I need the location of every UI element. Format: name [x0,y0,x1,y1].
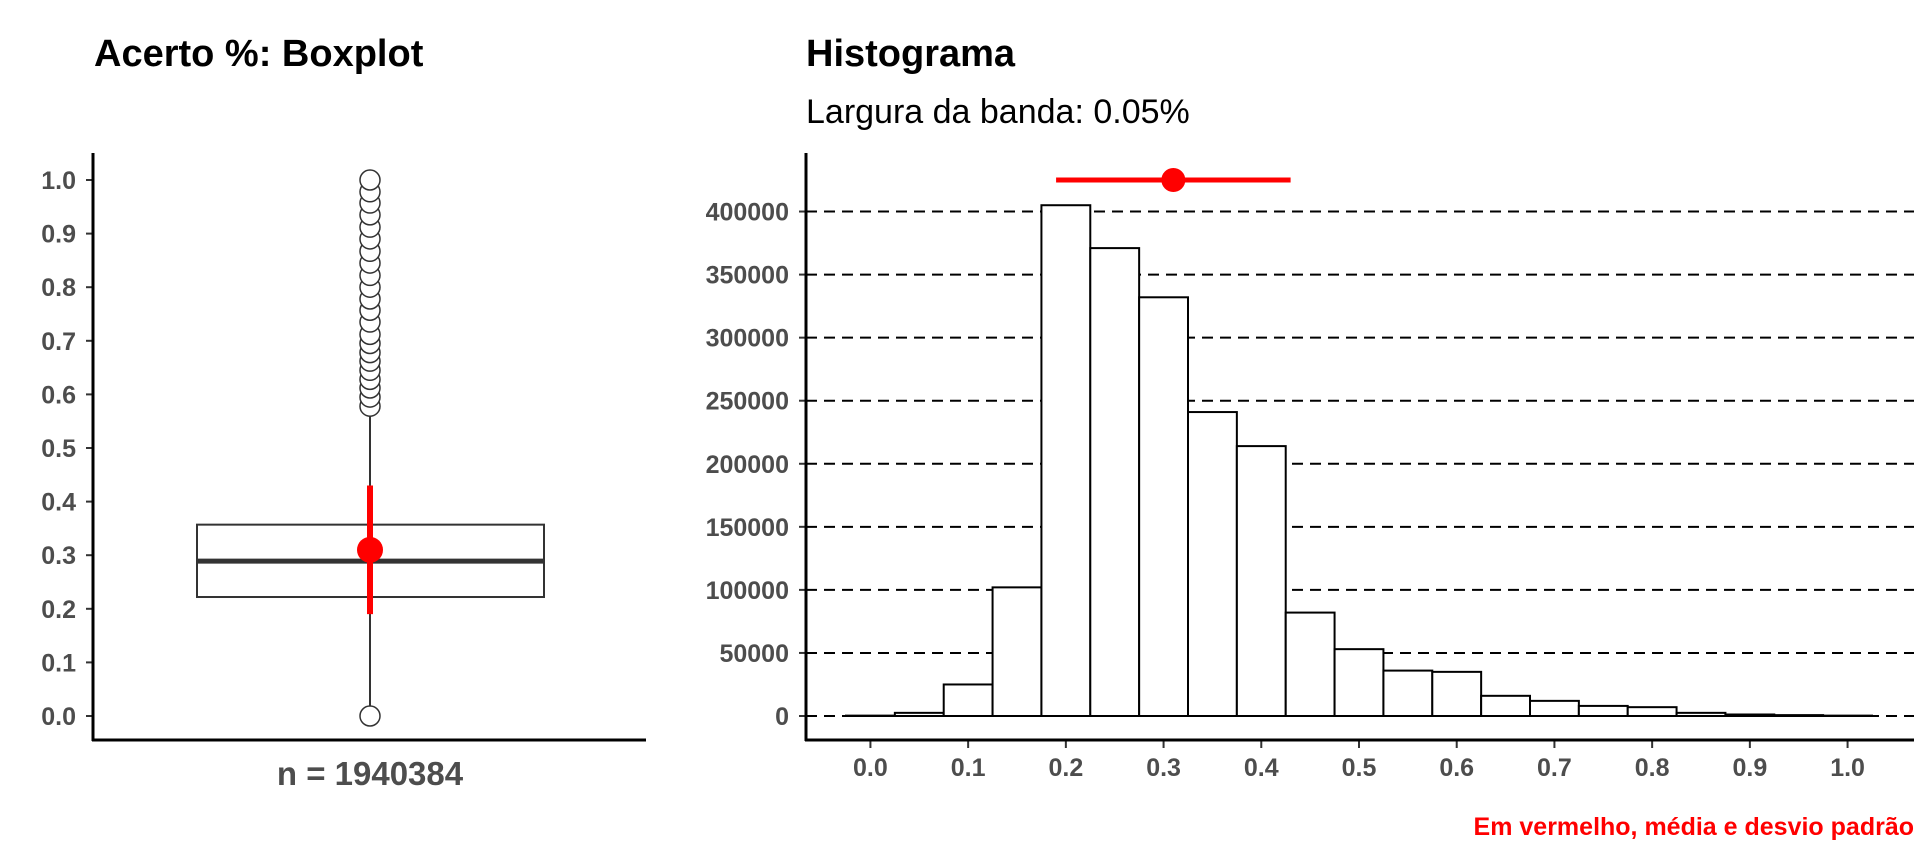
histogram-mean-point [1161,168,1186,192]
histogram-y-tick-label: 250000 [706,388,789,416]
boxplot-y-tick-label: 0.4 [41,489,76,517]
boxplot-title: Acerto %: Boxplot [94,33,424,75]
histogram-bar [1187,411,1238,717]
histogram-x-tick-label: 1.0 [1830,754,1865,782]
histogram-bar [942,683,994,717]
histogram-bar [1333,648,1385,718]
histogram-y-ticks: 0 50000 100000 150000 200000 250000 300000 3500… [706,199,806,731]
histogram-bar [893,711,945,717]
histogram-y-tick-label: 200000 [706,451,789,479]
histogram-bar [1773,714,1825,718]
histogram-y-tick-label: 0 [775,703,789,731]
histogram-panel: Histograma Largura da banda: 0.05% 0 5000… [706,33,1914,841]
boxplot-mean-sd [357,485,383,615]
histogram-x-tick-label: 0.8 [1635,754,1670,782]
histogram-x-tick-label: 0.0 [853,754,888,782]
boxplot-y-tick-label: 0.3 [41,542,76,570]
boxplot-y-tick-label: 0.5 [41,435,76,463]
boxplot-outlier-point [359,169,381,191]
histogram-x-tick-label: 0.2 [1048,754,1083,782]
boxplot-y-tick-label: 0.7 [41,328,76,356]
histogram-bar [1724,713,1776,717]
histogram-x-tick-label: 0.1 [951,754,986,782]
histogram-bar [1577,704,1629,717]
histogram-gridlines [806,210,1914,717]
histogram-bar [1040,204,1092,717]
histogram-caption: Em vermelho, média e desvio padrão [1474,813,1914,841]
histogram-bar [1480,694,1531,717]
histogram-bar [1138,296,1189,717]
histogram-x-tick-label: 0.6 [1439,754,1474,782]
histogram-y-tick-label: 50000 [719,640,789,668]
histogram-x-tick-label: 0.7 [1537,754,1572,782]
boxplot-panel: Acerto %: Boxplot 0.00.10.20.30.40.50.60… [41,33,646,792]
boxplot-y-tick-label: 0.9 [41,221,76,249]
histogram-title: Histograma [806,33,1016,75]
boxplot-y-tick-label: 0.6 [41,381,76,409]
histogram-mean-sd [1056,168,1291,192]
histogram-bar [1235,445,1287,717]
histogram-bar [1529,699,1580,718]
histogram-x-tick-label: 0.4 [1244,754,1279,782]
histogram-x-tick-label: 0.3 [1146,754,1181,782]
boxplot-y-tick-label: 0.1 [41,649,76,677]
histogram-bar [1089,247,1141,718]
histogram-y-tick-label: 350000 [706,262,789,290]
histogram-x-tick-label: 0.9 [1732,754,1767,782]
boxplot-y-ticks: 0.0 0.1 0.2 0.3 0.4 0.5 0.6 0.7 0.8 0.9 1.0 [41,167,93,731]
boxplot-outliers [359,169,381,727]
histogram-bar [1675,711,1727,717]
histogram-subtitle: Largura da banda: 0.05% [806,93,1190,131]
histogram-bar [1431,670,1483,718]
histogram-y-tick-label: 300000 [706,325,789,353]
boxplot-y-tick-label: 0.0 [41,703,76,731]
histogram-bars [845,204,1873,718]
histogram-x-ticks: 0.0 0.1 0.2 0.3 0.4 0.5 0.6 0.7 0.8 0.9 1.0 [853,741,1865,782]
histogram-bar [1382,669,1434,718]
boxplot-y-tick-label: 1.0 [41,167,76,195]
boxplot-outlier-point [359,705,381,727]
boxplot-y-tick-label: 0.2 [41,596,76,624]
histogram-bar [1626,706,1678,717]
boxplot-n-label: n = 1940384 [277,755,464,792]
histogram-y-tick-label: 150000 [706,514,789,542]
boxplot-mean-point [357,536,383,563]
boxplot-y-tick-label: 0.8 [41,274,76,302]
histogram-bar [1284,611,1336,718]
histogram-bar [991,586,1043,717]
histogram-y-tick-label: 100000 [706,577,789,605]
histogram-x-tick-label: 0.5 [1342,754,1377,782]
histogram-y-tick-label: 400000 [706,199,789,227]
